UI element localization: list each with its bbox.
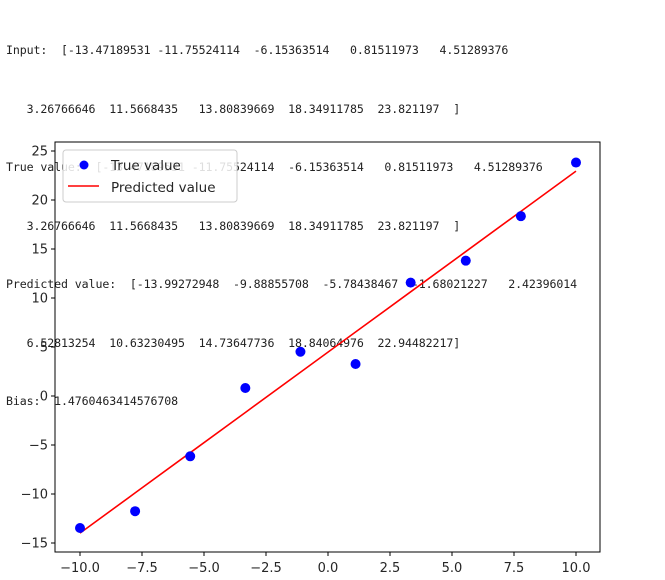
y-tick-label: 0 (40, 390, 48, 405)
y-tick-label: 15 (31, 243, 48, 258)
y-tick-label: 25 (31, 145, 48, 160)
y-tick-label: 5 (40, 341, 48, 356)
plot-area (75, 157, 581, 534)
true-value-point (240, 383, 251, 394)
x-axis: −10.0 −7.5 −5.0 −2.5 0.0 2.5 5.0 7.5 10.0 (60, 552, 590, 576)
true-value-point (460, 255, 471, 266)
legend-label-predicted-value: Predicted value (111, 180, 216, 196)
true-value-point (185, 451, 196, 462)
y-tick-label: −5 (29, 439, 48, 454)
y-tick-label: 20 (31, 194, 48, 209)
true-value-point (350, 358, 361, 369)
y-tick-label: 10 (31, 292, 48, 307)
x-tick-label: 2.5 (380, 561, 401, 576)
x-tick-label: −2.5 (250, 561, 282, 576)
y-axis: 25 20 15 10 5 0 −5 −10 −15 (21, 145, 55, 552)
x-tick-label: 10.0 (562, 561, 591, 576)
axes-frame (54, 141, 601, 553)
console-bias-line: Bias: 1.4760463414576708 (6, 394, 179, 408)
x-tick-label: −10.0 (60, 561, 100, 576)
console-input-line-1: Input: [-13.47189531 -11.75524114 -6.153… (6, 43, 509, 57)
true-value-point (571, 157, 581, 168)
x-tick-label: −5.0 (188, 561, 220, 576)
legend: True value Predicted value (62, 149, 238, 203)
x-tick-label: 0.0 (318, 561, 339, 576)
console-true-line-2: 3.26766646 11.5668435 13.80839669 18.349… (6, 218, 461, 233)
legend-box (62, 149, 238, 203)
true-value-point (295, 346, 306, 357)
y-tick-label: −10 (21, 488, 48, 503)
legend-label-true-value: True value (110, 158, 181, 174)
console-predicted-line-1: Predicted value: [-13.99272948 -9.888557… (6, 277, 578, 291)
x-tick-label: −7.5 (126, 561, 158, 576)
true-value-point (130, 506, 141, 517)
predicted-value-line (79, 170, 577, 534)
true-value-point (515, 211, 526, 222)
legend-true-value-marker-icon (79, 160, 89, 170)
true-value-point (405, 277, 416, 288)
true-value-point (75, 523, 85, 534)
x-tick-label: 7.5 (504, 561, 525, 576)
y-tick-label: −15 (21, 537, 48, 552)
x-tick-label: 5.0 (442, 561, 463, 576)
console-input-line-2: 3.26766646 11.5668435 13.80839669 18.349… (6, 101, 461, 116)
